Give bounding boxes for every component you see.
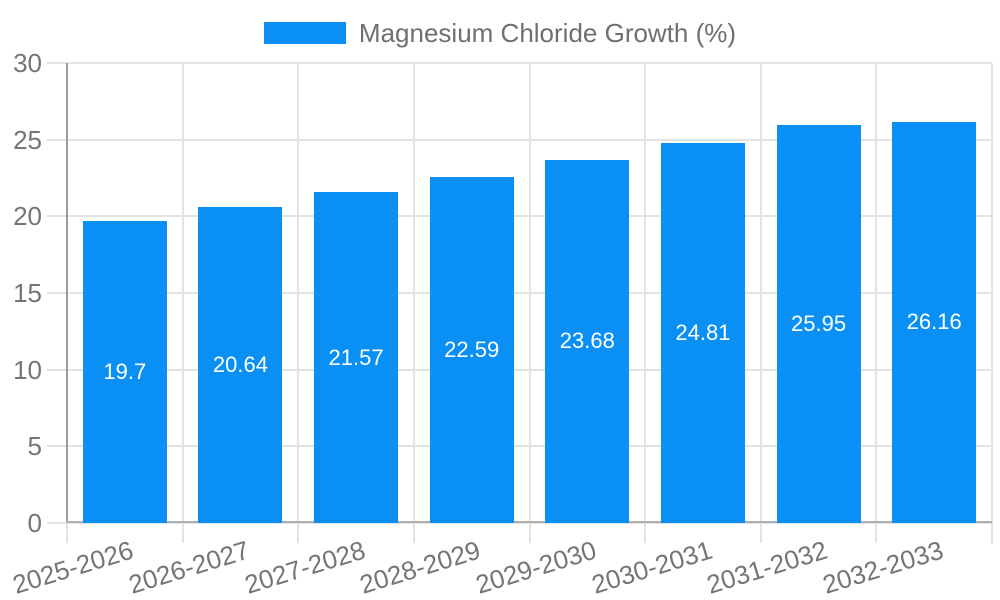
gridline-horizontal bbox=[47, 368, 992, 371]
gridline-horizontal bbox=[47, 445, 992, 448]
y-axis-tick-label: 30 bbox=[13, 48, 42, 78]
bar-2027-2028[interactable]: 21.57 bbox=[314, 192, 399, 523]
bar-2032-2033[interactable]: 26.16 bbox=[892, 121, 977, 523]
bar-value-label: 19.7 bbox=[103, 358, 147, 384]
legend-label: Magnesium Chloride Growth (%) bbox=[358, 17, 737, 48]
legend-item-magnesium-chloride-growth[interactable]: Magnesium Chloride Growth (%) bbox=[263, 17, 737, 48]
gridline-vertical bbox=[991, 63, 993, 543]
bar-value-label: 21.57 bbox=[328, 344, 384, 370]
gridline-horizontal bbox=[47, 138, 992, 141]
bar-2025-2026[interactable]: 19.7 bbox=[82, 220, 167, 523]
x-axis-line bbox=[66, 521, 992, 523]
bar-value-label: 25.95 bbox=[791, 311, 847, 337]
y-axis-tick-label: 15 bbox=[13, 278, 42, 308]
y-axis-tick-label: 5 bbox=[27, 431, 42, 462]
y-axis-tick-label: 10 bbox=[13, 354, 42, 385]
y-axis-tick-label: 25 bbox=[13, 124, 42, 155]
gridline-vertical bbox=[528, 63, 531, 543]
bar-2030-2031[interactable]: 24.81 bbox=[660, 142, 745, 523]
gridline-horizontal bbox=[47, 522, 992, 524]
gridline-horizontal bbox=[47, 292, 992, 294]
x-axis-tick-label: 2029-2030 bbox=[472, 534, 600, 600]
x-axis-tick-label: 2031-2032 bbox=[703, 534, 831, 600]
gridline-vertical bbox=[644, 63, 647, 543]
x-axis-tick-label: 2025-2026 bbox=[9, 534, 138, 600]
bar-value-label: 26.16 bbox=[906, 309, 962, 335]
bar-2029-2030[interactable]: 23.68 bbox=[545, 159, 630, 523]
x-axis-tick-label: 2026-2027 bbox=[125, 534, 253, 600]
legend-swatch bbox=[263, 22, 346, 44]
legend: Magnesium Chloride Growth (%) bbox=[0, 18, 1000, 48]
gridline-vertical bbox=[181, 63, 184, 543]
x-axis-tick-label: 2027-2028 bbox=[240, 534, 369, 600]
x-axis-tick-label: 2032-2033 bbox=[818, 534, 947, 600]
y-axis-tick-label: 20 bbox=[13, 201, 42, 232]
bar-value-label: 22.59 bbox=[444, 336, 500, 362]
bar-2031-2032[interactable]: 25.95 bbox=[776, 125, 861, 523]
gridline-horizontal bbox=[47, 62, 992, 64]
bar-value-label: 24.81 bbox=[675, 319, 731, 345]
bar-2028-2029[interactable]: 22.59 bbox=[429, 176, 514, 523]
y-axis-tick-label: 0 bbox=[27, 508, 42, 538]
y-axis-line bbox=[66, 63, 68, 523]
gridline-vertical bbox=[875, 63, 878, 543]
x-axis-tick-label: 2030-2031 bbox=[587, 534, 716, 600]
gridline-vertical bbox=[412, 63, 415, 543]
x-axis-tick-label: 2028-2029 bbox=[356, 534, 485, 600]
bar-value-label: 23.68 bbox=[559, 328, 615, 354]
gridline-horizontal bbox=[47, 215, 992, 218]
gridline-vertical bbox=[297, 63, 300, 543]
bar-2026-2027[interactable]: 20.64 bbox=[198, 206, 283, 523]
gridline-vertical bbox=[759, 63, 762, 543]
bar-value-label: 20.64 bbox=[212, 351, 268, 377]
